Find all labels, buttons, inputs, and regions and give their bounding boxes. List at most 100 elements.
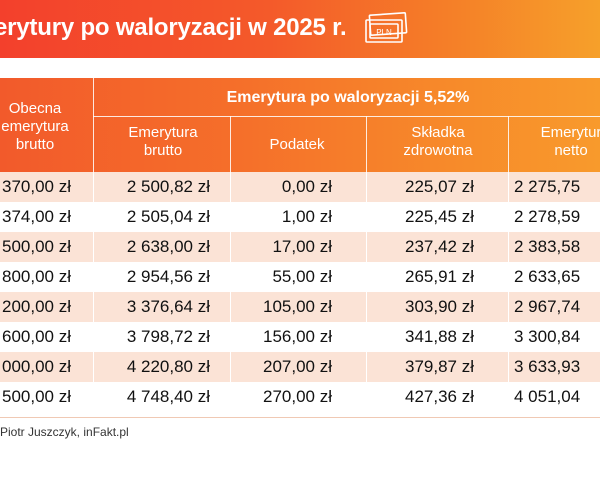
header-line: Obecna — [8, 100, 62, 117]
pln-label: PLN — [376, 28, 392, 37]
header-gross-pension: Emerytura brutto — [100, 124, 226, 160]
divider — [508, 172, 509, 202]
header-line: netto — [554, 142, 588, 159]
divider — [230, 172, 231, 202]
divider — [508, 322, 509, 352]
divider — [230, 116, 231, 172]
cell-tax: 270,00 zł — [263, 387, 332, 406]
divider — [230, 382, 231, 412]
divider — [93, 262, 94, 292]
divider — [508, 232, 509, 262]
cell-net: 2 383,58 — [514, 237, 581, 256]
cell-tax: 55,00 zł — [272, 267, 332, 286]
cell-current-gross: 374,00 zł — [2, 207, 71, 226]
divider — [93, 116, 600, 117]
header-line: zdrowotna — [403, 142, 473, 159]
cell-net: 2 278,59 — [514, 207, 581, 226]
divider — [366, 352, 367, 382]
cell-current-gross: 800,00 zł — [2, 267, 71, 286]
pln-banknote-icon: PLN — [365, 12, 408, 43]
cell-health-contribution: 265,91 zł — [405, 267, 474, 286]
divider — [93, 382, 94, 412]
cell-current-gross: 500,00 zł — [2, 237, 71, 256]
cell-net: 3 300,84 — [514, 327, 581, 346]
cell-new-gross: 2 638,00 zł — [126, 237, 210, 256]
divider — [230, 292, 231, 322]
cell-new-gross: 2 954,56 zł — [126, 267, 210, 286]
divider — [93, 202, 94, 232]
cell-current-gross: 000,00 zł — [2, 357, 71, 376]
divider — [366, 262, 367, 292]
cell-new-gross: 2 505,04 zł — [126, 207, 210, 226]
cell-current-gross: 500,00 zł — [2, 387, 71, 406]
divider — [0, 417, 600, 418]
divider — [93, 322, 94, 352]
header-line: brutto — [15, 136, 55, 153]
table-row: 374,00 zł 2 505,04 zł 1,00 zł 225,45 zł 2 27… — [0, 202, 600, 232]
cell-health-contribution: 379,87 zł — [405, 357, 474, 376]
header-line: brutto — [143, 142, 183, 159]
cell-net: 2 275,75 — [514, 177, 581, 196]
divider — [508, 116, 509, 172]
divider — [93, 78, 94, 172]
cell-net: 2 633,65 — [514, 267, 581, 286]
table-row: 370,00 zł 2 500,82 zł 0,00 zł 225,07 zł 2 27… — [0, 172, 600, 202]
cell-net: 4 051,04 — [514, 387, 581, 406]
cell-tax: 156,00 zł — [263, 327, 332, 346]
title-bar: erytury po waloryzacji w 2025 r. PLN — [0, 0, 600, 58]
cell-health-contribution: 341,88 zł — [405, 327, 474, 346]
divider — [366, 202, 367, 232]
header-current-pension: Obecna emerytura brutto — [0, 100, 90, 154]
header-line: Składka — [411, 124, 465, 141]
table-body: 370,00 zł 2 500,82 zł 0,00 zł 225,07 zł 2 27… — [0, 172, 600, 412]
source-credit: Piotr Juszczyk, inFakt.pl — [0, 425, 129, 439]
table-row: 000,00 zł 4 220,80 zł 207,00 zł 379,87 zł 3 … — [0, 352, 600, 382]
header-line: Emerytur — [540, 124, 600, 141]
cell-health-contribution: 225,07 zł — [405, 177, 474, 196]
header-tax: Podatek — [234, 136, 360, 154]
header-line: Emerytura — [128, 124, 198, 141]
header-line: emerytura — [1, 118, 69, 135]
cell-current-gross: 600,00 zł — [2, 327, 71, 346]
cell-new-gross: 2 500,82 zł — [126, 177, 210, 196]
divider — [366, 292, 367, 322]
divider — [508, 262, 509, 292]
divider — [93, 232, 94, 262]
divider — [93, 352, 94, 382]
cell-health-contribution: 303,90 zł — [405, 297, 474, 316]
divider — [366, 322, 367, 352]
divider — [230, 232, 231, 262]
cell-tax: 1,00 zł — [281, 207, 332, 226]
table-row: 200,00 zł 3 376,64 zł 105,00 zł 303,90 zł 2 … — [0, 292, 600, 322]
page-title: erytury po waloryzacji w 2025 r. — [0, 14, 347, 41]
table-header: Obecna emerytura brutto Emerytura po wal… — [0, 78, 600, 172]
divider — [508, 382, 509, 412]
cell-health-contribution: 427,36 zł — [405, 387, 474, 406]
divider — [93, 292, 94, 322]
divider — [230, 352, 231, 382]
divider — [230, 202, 231, 232]
table-row: 500,00 zł 2 638,00 zł 17,00 zł 237,42 zł 2 3… — [0, 232, 600, 262]
header-group-valorization: Emerytura po waloryzacji 5,52% — [226, 89, 470, 106]
cell-health-contribution: 237,42 zł — [405, 237, 474, 256]
table-row: 500,00 zł 4 748,40 zł 270,00 zł 427,36 zł 4 … — [0, 382, 600, 412]
table-row: 600,00 zł 3 798,72 zł 156,00 zł 341,88 zł 3 … — [0, 322, 600, 352]
cell-net: 3 633,93 — [514, 357, 581, 376]
cell-tax: 0,00 zł — [281, 177, 332, 196]
divider — [366, 382, 367, 412]
divider — [366, 116, 367, 172]
header-net-pension: Emerytur netto — [516, 124, 600, 160]
table-row: 800,00 zł 2 954,56 zł 55,00 zł 265,91 zł 2 6… — [0, 262, 600, 292]
divider — [508, 292, 509, 322]
header-line: Podatek — [269, 136, 325, 153]
cell-new-gross: 3 376,64 zł — [126, 297, 210, 316]
cell-tax: 17,00 zł — [272, 237, 332, 256]
cell-new-gross: 4 220,80 zł — [126, 357, 210, 376]
divider — [508, 352, 509, 382]
divider — [230, 262, 231, 292]
divider — [93, 172, 94, 202]
divider — [508, 202, 509, 232]
cell-current-gross: 370,00 zł — [2, 177, 71, 196]
divider — [366, 232, 367, 262]
divider — [230, 322, 231, 352]
